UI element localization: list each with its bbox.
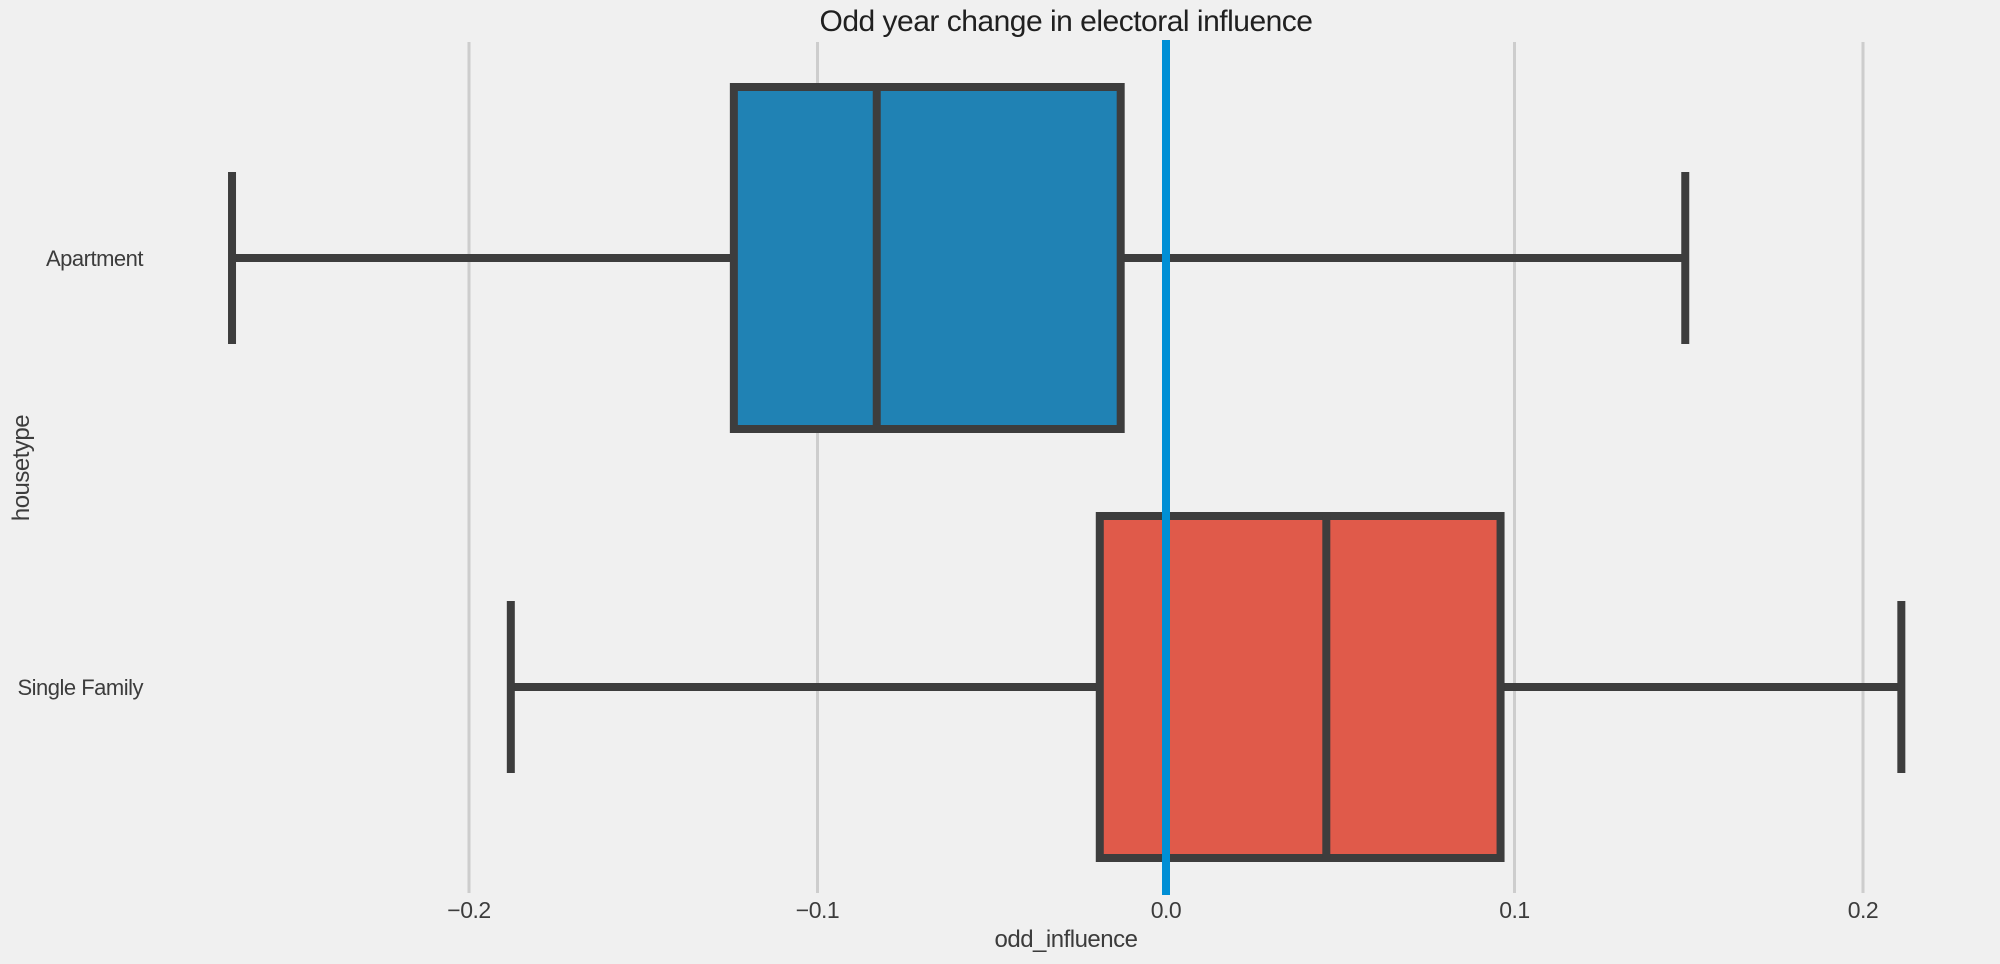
x-tick-label: 0.2: [1848, 897, 1878, 923]
chart-title: Odd year change in electoral influence: [819, 5, 1314, 38]
x-axis-label: odd_influence: [994, 926, 1138, 953]
box-apartment: [729, 83, 1125, 433]
x-tick-label: 0.0: [1151, 897, 1181, 923]
box-single-family: [1095, 512, 1505, 862]
x-tick-label: −0.2: [447, 897, 490, 923]
x-tick-label: 0.1: [1499, 897, 1529, 923]
y-tick-label: Single Family: [17, 675, 143, 700]
y-tick-label: Apartment: [46, 246, 143, 271]
x-tick-label: −0.1: [796, 897, 839, 923]
